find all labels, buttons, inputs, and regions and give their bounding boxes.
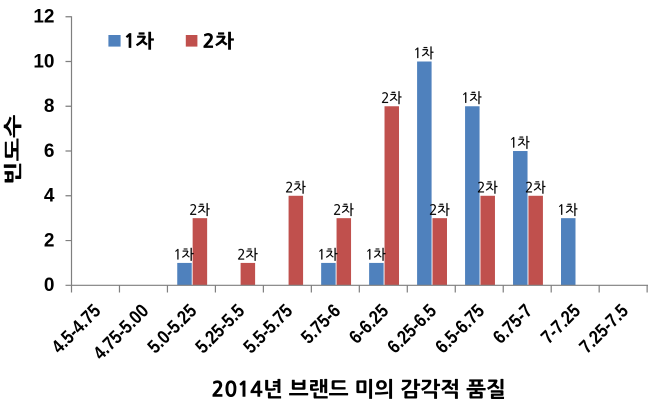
svg-text:2: 2	[44, 230, 55, 251]
svg-text:12: 12	[33, 7, 54, 28]
svg-text:8: 8	[44, 96, 55, 117]
svg-text:4: 4	[44, 186, 55, 207]
svg-text:10: 10	[33, 51, 54, 72]
svg-text:0: 0	[44, 275, 55, 296]
svg-text:6: 6	[44, 141, 55, 162]
